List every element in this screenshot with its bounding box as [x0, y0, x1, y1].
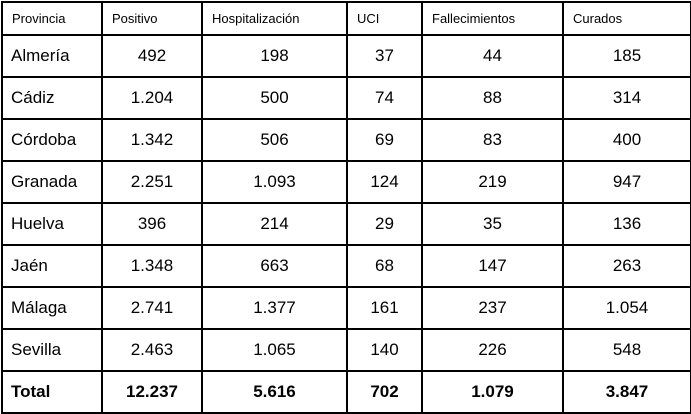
table-row-cordoba: Córdoba 1.342 506 69 83 400: [1, 118, 691, 162]
table-cell: 219: [421, 160, 564, 204]
table-cell: 35: [421, 202, 564, 246]
table-cell: 74: [346, 76, 423, 120]
column-header-positivo: Positivo: [101, 1, 203, 36]
table-cell: 147: [421, 244, 564, 288]
table-cell: 506: [201, 118, 348, 162]
column-header-hospitalizacion: Hospitalización: [201, 1, 348, 36]
row-label: Sevilla: [1, 328, 103, 372]
header-row: Provincia Positivo Hospitalización UCI F…: [1, 1, 691, 36]
table-row-jaen: Jaén 1.348 663 68 147 263: [1, 244, 691, 288]
table-row-granada: Granada 2.251 1.093 124 219 947: [1, 160, 691, 204]
row-label: Huelva: [1, 202, 103, 246]
column-header-uci: UCI: [346, 1, 423, 36]
row-label: Almería: [1, 34, 103, 78]
total-cell: 1.079: [421, 370, 564, 414]
row-label: Málaga: [1, 286, 103, 330]
table-row-cadiz: Cádiz 1.204 500 74 88 314: [1, 76, 691, 120]
table-cell: 263: [562, 244, 691, 288]
table-cell: 198: [201, 34, 348, 78]
table-cell: 1.204: [101, 76, 203, 120]
row-label: Córdoba: [1, 118, 103, 162]
table-cell: 1.377: [201, 286, 348, 330]
table-cell: 69: [346, 118, 423, 162]
table-cell: 1.065: [201, 328, 348, 372]
row-label: Granada: [1, 160, 103, 204]
table-cell: 37: [346, 34, 423, 78]
table-cell: 548: [562, 328, 691, 372]
table-cell: 1.093: [201, 160, 348, 204]
column-header-fallecimientos: Fallecimientos: [421, 1, 564, 36]
table-cell: 29: [346, 202, 423, 246]
table-cell: 88: [421, 76, 564, 120]
table-row-malaga: Málaga 2.741 1.377 161 237 1.054: [1, 286, 691, 330]
table-cell: 226: [421, 328, 564, 372]
table-cell: 161: [346, 286, 423, 330]
table-cell: 396: [101, 202, 203, 246]
table-cell: 237: [421, 286, 564, 330]
row-label: Jaén: [1, 244, 103, 288]
total-cell: 12.237: [101, 370, 203, 414]
table-cell: 2.741: [101, 286, 203, 330]
table-cell: 68: [346, 244, 423, 288]
total-cell: 3.847: [562, 370, 691, 414]
table-cell: 663: [201, 244, 348, 288]
total-cell: 5.616: [201, 370, 348, 414]
table-cell: 124: [346, 160, 423, 204]
table-row-sevilla: Sevilla 2.463 1.065 140 226 548: [1, 328, 691, 372]
table-cell: 947: [562, 160, 691, 204]
table-cell: 1.348: [101, 244, 203, 288]
total-label: Total: [1, 370, 103, 414]
table-cell: 400: [562, 118, 691, 162]
table-cell: 44: [421, 34, 564, 78]
table-cell: 500: [201, 76, 348, 120]
table-cell: 2.463: [101, 328, 203, 372]
table-row-huelva: Huelva 396 214 29 35 136: [1, 202, 691, 246]
column-header-curados: Curados: [562, 1, 691, 36]
total-cell: 702: [346, 370, 423, 414]
table-cell: 136: [562, 202, 691, 246]
row-label: Cádiz: [1, 76, 103, 120]
table-cell: 140: [346, 328, 423, 372]
table-row-total: Total 12.237 5.616 702 1.079 3.847: [1, 370, 691, 414]
table-cell: 314: [562, 76, 691, 120]
table-cell: 214: [201, 202, 348, 246]
table-cell: 1.342: [101, 118, 203, 162]
table-cell: 2.251: [101, 160, 203, 204]
table-cell: 492: [101, 34, 203, 78]
table-cell: 185: [562, 34, 691, 78]
table-cell: 1.054: [562, 286, 691, 330]
table-cell: 83: [421, 118, 564, 162]
column-header-provincia: Provincia: [1, 1, 103, 36]
table-row-almeria: Almería 492 198 37 44 185: [1, 34, 691, 78]
